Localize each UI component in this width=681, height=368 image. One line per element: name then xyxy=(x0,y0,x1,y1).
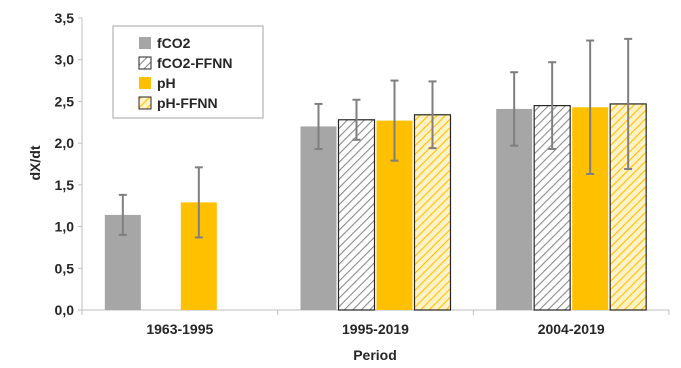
x-tick-label: 1963-1995 xyxy=(146,321,213,337)
legend-swatch xyxy=(138,56,152,70)
y-tick-label: 0,5 xyxy=(55,260,75,276)
legend-label: fCO2-FFNN xyxy=(157,55,232,71)
y-axis-label: dX/dt xyxy=(27,145,43,180)
y-tick-label: 2,5 xyxy=(55,93,75,109)
legend-label: pH xyxy=(157,75,176,91)
legend-label: fCO2 xyxy=(157,35,191,51)
bar-fco2-ffnn xyxy=(337,119,376,311)
x-tick-label: 2004-2019 xyxy=(538,321,605,337)
y-tick-label: 1,0 xyxy=(55,219,75,235)
y-tick-label: 0,0 xyxy=(55,302,75,318)
bar-fco2 xyxy=(300,126,337,310)
x-axis-label: Period xyxy=(353,347,397,363)
legend-swatch xyxy=(139,77,151,89)
y-tick-label: 3,5 xyxy=(55,10,75,26)
legend-box xyxy=(112,25,264,119)
legend-swatch xyxy=(139,37,151,49)
y-tick-label: 2,0 xyxy=(55,135,75,151)
legend-swatch xyxy=(138,96,152,110)
legend-label: pH-FFNN xyxy=(157,95,218,111)
x-tick-label: 1995-2019 xyxy=(342,321,409,337)
y-tick-label: 1,5 xyxy=(55,177,75,193)
y-tick-label: 3,0 xyxy=(55,52,75,68)
